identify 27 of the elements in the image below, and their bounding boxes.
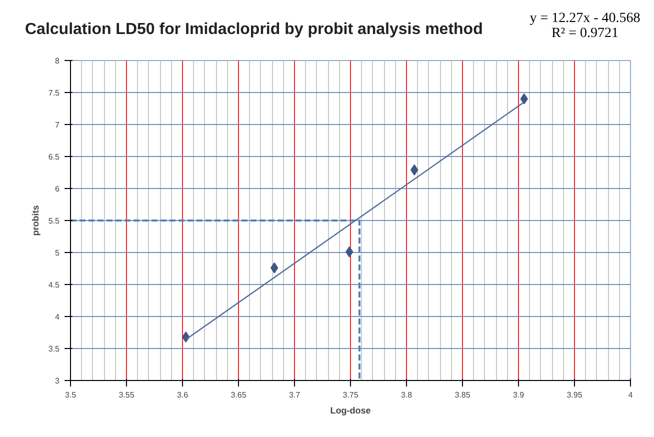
x-tick-label: 3.6 — [176, 390, 189, 400]
y-tick-label: 4 — [55, 312, 60, 322]
y-tick-label: 7 — [55, 120, 60, 130]
y-tick-label: 6.5 — [48, 152, 60, 162]
text: y = 12.27x - 40.568 — [530, 11, 640, 26]
chart-title: Calculation LD50 for Imidacloprid by probit analysis method — [25, 20, 483, 40]
x-tick-label: 3.55 — [118, 390, 135, 400]
x-tick-label: 3.95 — [566, 390, 583, 400]
x-tick-label: 3.9 — [512, 390, 525, 400]
y-axis-title: probits — [30, 205, 40, 236]
x-tick-label: 3.85 — [454, 390, 471, 400]
x-tick-label: 3.8 — [400, 390, 413, 400]
y-tick-label: 3.5 — [48, 344, 60, 354]
x-tick-label: 3.65 — [230, 390, 247, 400]
text: R² = 0.9721 — [552, 26, 618, 41]
y-tick-label: 5 — [55, 248, 60, 258]
y-tick-label: 8 — [55, 56, 60, 66]
y-tick-label: 3 — [55, 376, 60, 386]
y-tick-label: 7.5 — [48, 88, 60, 98]
y-tick-label: 5.5 — [48, 216, 60, 226]
x-tick-label: 3.5 — [64, 390, 77, 400]
x-tick-label: 4 — [628, 390, 634, 400]
y-tick-label: 4.5 — [48, 280, 60, 290]
x-tick-label: 3.75 — [342, 390, 359, 400]
y-tick-label: 6 — [55, 184, 60, 194]
x-axis-title: Log-dose — [330, 406, 371, 416]
x-tick-label: 3.7 — [288, 390, 301, 400]
